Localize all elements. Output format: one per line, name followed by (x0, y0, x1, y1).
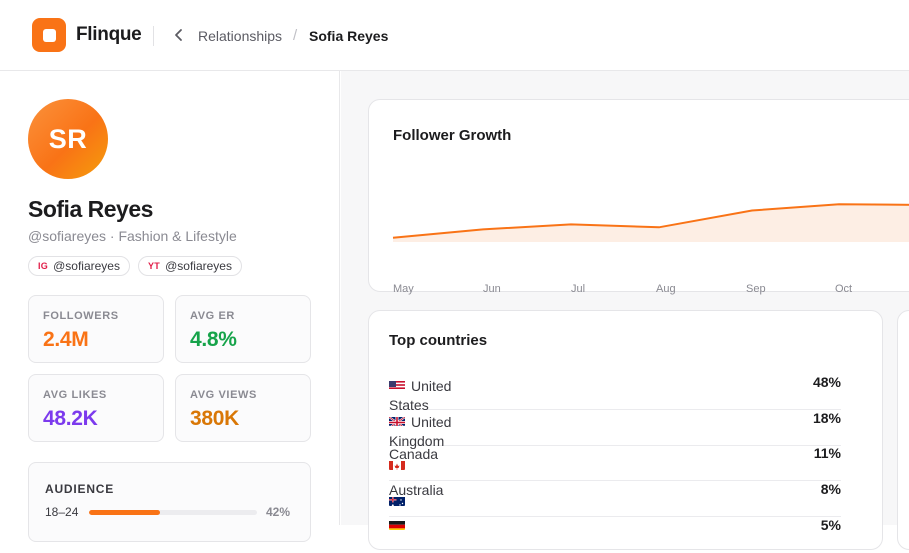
country-percent: 18% (812, 410, 841, 426)
country-name: Canada (389, 446, 439, 462)
au-flag-icon (389, 495, 405, 506)
stat-value: 4.8% (190, 328, 237, 351)
youtube-icon: YT (147, 261, 161, 271)
age-group-bar (89, 510, 257, 515)
instagram-chip[interactable]: IG @sofiareyes (28, 256, 130, 276)
stat-avg-er: AVG ER 4.8% (175, 295, 311, 363)
breadcrumb-relationships[interactable]: Relationships (198, 28, 283, 44)
stat-value: 2.4M (43, 328, 89, 351)
divider (153, 26, 154, 46)
adjacent-card (897, 310, 909, 550)
chevron-left-icon[interactable] (170, 24, 188, 46)
country-row: 5% (389, 517, 841, 553)
country-row: United Kingdom 18% (389, 410, 841, 449)
follower-growth-chart (392, 203, 909, 242)
age-group-percent: 42% (266, 505, 291, 519)
breadcrumb-separator: / (293, 27, 298, 44)
x-tick-label: Aug (656, 283, 676, 295)
country-percent: 5% (820, 517, 841, 533)
x-tick-label: May (393, 283, 414, 295)
stat-label: AVG ER (190, 310, 235, 322)
us-flag-icon (389, 379, 405, 390)
stat-avg-likes: AVG LIKES 48.2K (28, 374, 164, 442)
country-row: United States 48% (389, 374, 841, 413)
top-bar: Flinque Relationships / Sofia Reyes (0, 0, 909, 71)
breadcrumb-current: Sofia Reyes (309, 28, 389, 44)
growth-area (393, 204, 909, 242)
country-row: Australia 8% (389, 481, 841, 517)
profile-name: Sofia Reyes (28, 196, 153, 222)
gb-flag-icon (389, 415, 405, 426)
country-percent: 8% (820, 481, 841, 497)
country-name: Australia (389, 482, 444, 498)
youtube-handle: @sofiareyes (165, 259, 232, 273)
growth-line (392, 203, 909, 239)
instagram-icon: IG (38, 261, 49, 271)
top-countries-card: Top countries United States 48% United K… (368, 310, 883, 550)
country-percent: 48% (812, 374, 841, 390)
profile-sidebar: SR Sofia Reyes @sofiareyes · Fashion & L… (0, 71, 340, 542)
stat-value: 380K (190, 407, 240, 430)
main-content: Follower Growth May Jun Jul Aug Sep Oct … (341, 71, 909, 550)
flinque-logo-icon[interactable] (32, 18, 66, 52)
stat-avg-views: AVG VIEWS 380K (175, 374, 311, 442)
brand-name[interactable]: Flinque (76, 24, 142, 45)
x-tick-label: Sep (746, 283, 766, 295)
audience-card: AUDIENCE 18–24 42% (28, 462, 311, 542)
x-tick-label: Oct (835, 283, 853, 295)
profile-handle-category: @sofiareyes · Fashion & Lifestyle (28, 228, 237, 244)
country-row: Canada 11% (389, 445, 841, 481)
stat-value: 48.2K (43, 407, 98, 430)
stat-label: AVG VIEWS (190, 389, 257, 401)
follower-growth-card: Follower Growth May Jun Jul Aug Sep Oct (368, 99, 909, 295)
top-countries-title: Top countries (389, 332, 488, 349)
country-name: United States (389, 378, 452, 413)
ca-flag-icon (389, 459, 405, 470)
stat-label: FOLLOWERS (43, 310, 119, 322)
stat-followers: FOLLOWERS 2.4M (28, 295, 164, 363)
social-chips: IG @sofiareyes YT @sofiareyes (28, 256, 242, 276)
country-name: United Kingdom (389, 414, 452, 449)
audience-title: AUDIENCE (45, 482, 115, 496)
x-tick-label: Jun (483, 283, 501, 295)
instagram-handle: @sofiareyes (53, 259, 120, 273)
avatar: SR (28, 99, 108, 179)
age-group-label: 18–24 (45, 505, 79, 519)
x-tick-label: Jul (571, 283, 586, 295)
youtube-chip[interactable]: YT @sofiareyes (137, 256, 242, 276)
avatar-initials: SR (48, 123, 88, 154)
chart-title: Follower Growth (393, 127, 512, 144)
country-percent: 11% (813, 445, 841, 461)
age-group-bar-fill (89, 510, 160, 515)
stat-label: AVG LIKES (43, 389, 107, 401)
